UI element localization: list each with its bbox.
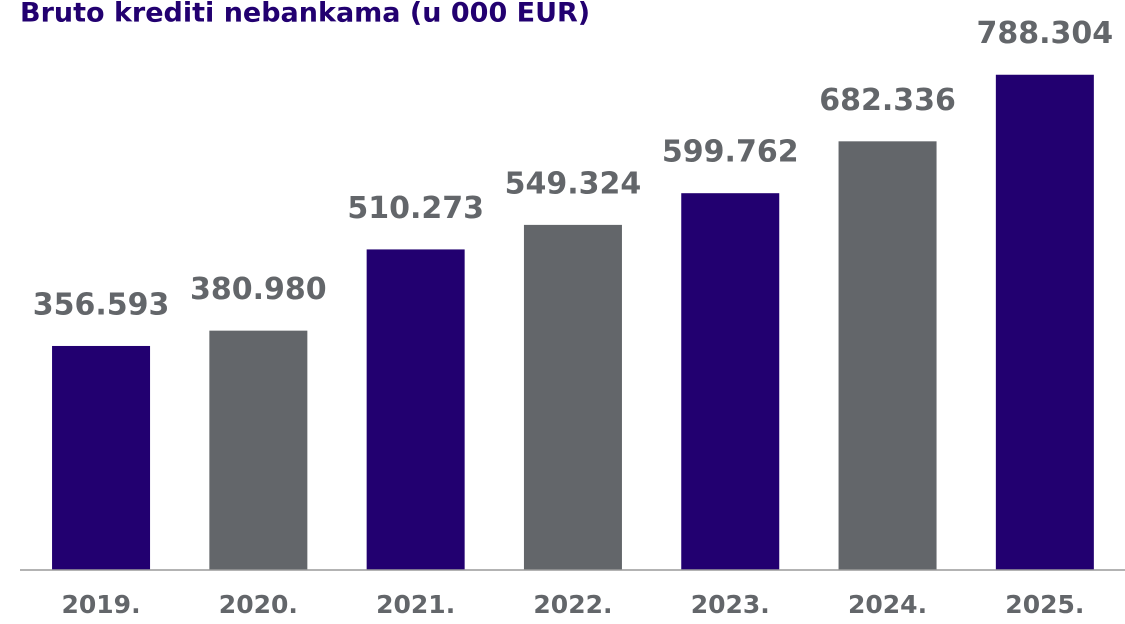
- chart-title: Bruto krediti nebankama (u 000 EUR): [20, 0, 590, 29]
- bar: [838, 141, 937, 571]
- value-label: 380.980: [190, 272, 327, 307]
- value-label: 549.324: [505, 166, 642, 201]
- bar: [366, 249, 465, 570]
- value-label: 510.273: [347, 191, 484, 226]
- bar: [209, 330, 308, 570]
- x-tick-label: 2019.: [62, 590, 141, 619]
- bar: [681, 193, 780, 570]
- bar: [523, 224, 622, 570]
- x-tick-label: 2024.: [848, 590, 927, 619]
- value-label: 356.593: [33, 287, 170, 322]
- bar: [995, 74, 1094, 570]
- x-tick-label: 2023.: [691, 590, 770, 619]
- x-tick-label: 2021.: [376, 590, 455, 619]
- x-tick-label: 2025.: [1005, 590, 1084, 619]
- value-label: 788.304: [977, 16, 1114, 51]
- x-tick-label: 2022.: [533, 590, 612, 619]
- bar: [52, 345, 151, 570]
- x-tick-label: 2020.: [219, 590, 298, 619]
- value-label: 682.336: [819, 83, 956, 118]
- value-label: 599.762: [662, 135, 799, 170]
